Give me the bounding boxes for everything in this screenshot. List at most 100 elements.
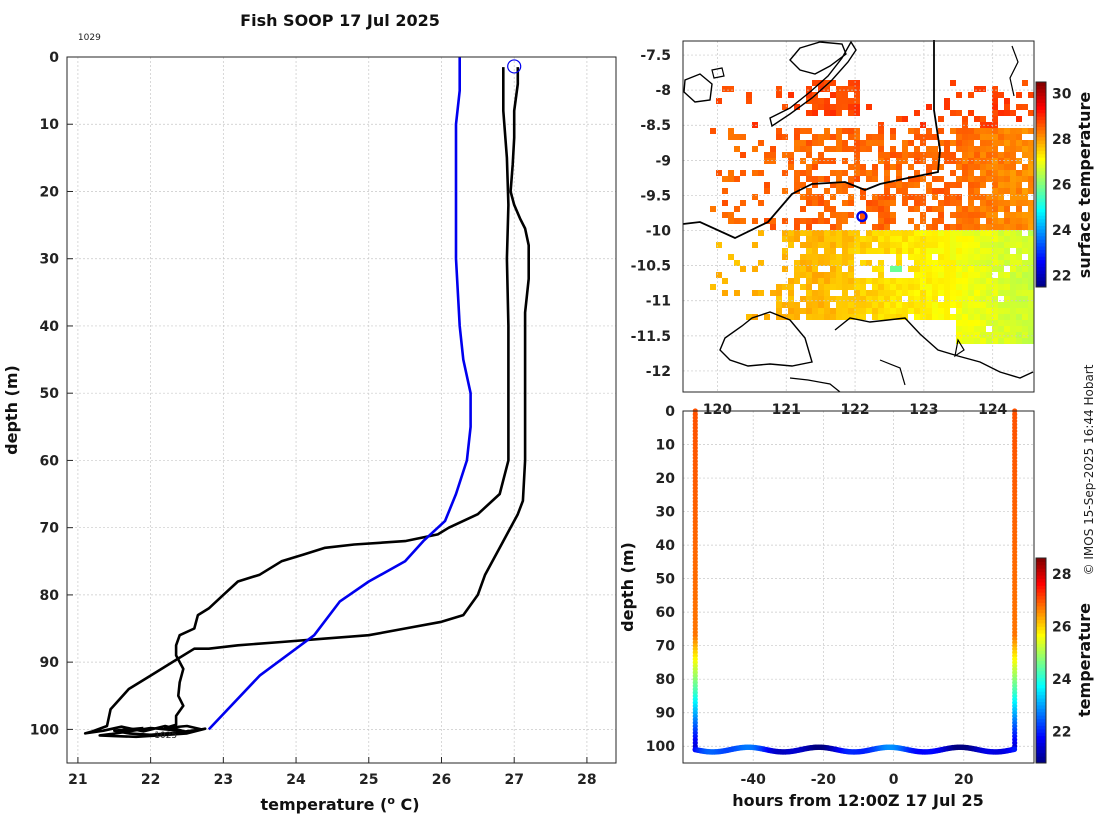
sst-cell xyxy=(806,200,812,206)
sst-cell xyxy=(902,194,908,200)
sst-cell xyxy=(968,206,974,212)
sst-cell xyxy=(992,200,998,206)
sst-cell xyxy=(1028,224,1034,230)
sst-cell xyxy=(938,200,944,206)
colorbar-segment xyxy=(1036,578,1046,583)
sst-cell xyxy=(812,182,818,188)
sst-cell xyxy=(914,152,920,158)
sst-cell xyxy=(986,140,992,146)
sst-cell xyxy=(926,236,932,242)
sst-cell xyxy=(818,254,824,260)
sst-cell xyxy=(980,296,986,302)
sst-cell xyxy=(830,260,836,266)
sst-cell xyxy=(1028,230,1034,236)
sst-cell xyxy=(914,272,920,278)
profile-x-tick-label: 28 xyxy=(577,772,596,788)
sst-cell xyxy=(758,230,764,236)
map-lat-tick-label: -9.5 xyxy=(640,188,671,204)
sst-cell xyxy=(1016,290,1022,296)
sst-cell xyxy=(968,158,974,164)
sst-cell xyxy=(794,266,800,272)
sst-cell xyxy=(1028,308,1034,314)
sst-cell xyxy=(962,170,968,176)
colorbar-segment xyxy=(1036,622,1046,627)
sst-cell xyxy=(842,86,848,92)
colorbar-segment xyxy=(1036,667,1046,672)
sst-cell xyxy=(842,308,848,314)
sst-cell xyxy=(932,302,938,308)
sst-cell xyxy=(860,296,866,302)
sst-cell xyxy=(1016,128,1022,134)
sst-cell xyxy=(1004,290,1010,296)
sst-cell xyxy=(896,296,902,302)
sst-cell xyxy=(950,236,956,242)
sst-cell xyxy=(896,266,902,272)
sst-cell xyxy=(962,248,968,254)
sst-cell xyxy=(890,146,896,152)
sst-cell xyxy=(890,290,896,296)
sst-cell xyxy=(1022,248,1028,254)
sst-cell xyxy=(974,194,980,200)
sst-cell xyxy=(932,152,938,158)
sst-cell xyxy=(920,158,926,164)
sst-cell xyxy=(872,248,878,254)
sst-cell xyxy=(734,134,740,140)
colorbar-segment xyxy=(1036,184,1046,189)
sst-cell xyxy=(848,212,854,218)
sst-cell xyxy=(878,212,884,218)
colorbar-segment xyxy=(1036,239,1046,244)
sst-cell xyxy=(794,140,800,146)
profile-plot-frame xyxy=(66,56,617,764)
sst-cell xyxy=(896,152,902,158)
sst-cell xyxy=(842,278,848,284)
colorbar-segment xyxy=(1036,698,1046,702)
sst-cell xyxy=(920,194,926,200)
sst-cell xyxy=(842,290,848,296)
colorbar-segment xyxy=(1036,684,1046,689)
sst-cell xyxy=(836,86,842,92)
colorbar-segment xyxy=(1036,177,1046,182)
sst-cell xyxy=(992,212,998,218)
sst-cell xyxy=(1016,332,1022,338)
sst-cell xyxy=(806,302,812,308)
sst-map: 120 121 122 123 124 -7.5 -8 -8.5 -9 -9.5 -10 -10.5 -… xyxy=(631,40,1094,418)
sst-cell xyxy=(902,290,908,296)
colorbar-segment xyxy=(1036,249,1046,254)
sst-cell xyxy=(1016,302,1022,308)
sst-cell xyxy=(932,266,938,272)
sst-cell xyxy=(1022,266,1028,272)
colorbar-tick-label: 26 xyxy=(1052,178,1071,194)
sst-cell xyxy=(950,194,956,200)
sst-cell xyxy=(758,170,764,176)
map-frame xyxy=(682,40,1035,393)
sst-cell xyxy=(854,176,860,182)
sst-cell xyxy=(872,140,878,146)
sst-cell xyxy=(932,242,938,248)
sst-cell xyxy=(782,218,788,224)
sst-cell xyxy=(926,290,932,296)
sst-cell xyxy=(782,254,788,260)
sst-cell xyxy=(986,164,992,170)
sst-cell xyxy=(788,278,794,284)
colorbar-segment xyxy=(1036,225,1046,230)
sst-cell xyxy=(878,134,884,140)
sst-cell xyxy=(836,296,842,302)
sst-cell xyxy=(818,212,824,218)
sst-cell xyxy=(842,296,848,302)
sst-cell xyxy=(962,302,968,308)
sst-cell xyxy=(962,146,968,152)
colorbar-segment xyxy=(1036,99,1046,103)
sst-cell xyxy=(1010,134,1016,140)
sst-cell xyxy=(884,242,890,248)
sst-cell xyxy=(1010,332,1016,338)
sst-cell xyxy=(830,134,836,140)
sst-cell xyxy=(728,134,734,140)
sst-cell xyxy=(902,242,908,248)
sst-cell xyxy=(866,290,872,296)
sst-cell xyxy=(818,236,824,242)
sst-cell xyxy=(836,224,842,230)
sst-cell xyxy=(836,128,842,134)
sst-cell xyxy=(728,218,734,224)
sst-cell xyxy=(914,248,920,254)
sst-cell xyxy=(788,308,794,314)
